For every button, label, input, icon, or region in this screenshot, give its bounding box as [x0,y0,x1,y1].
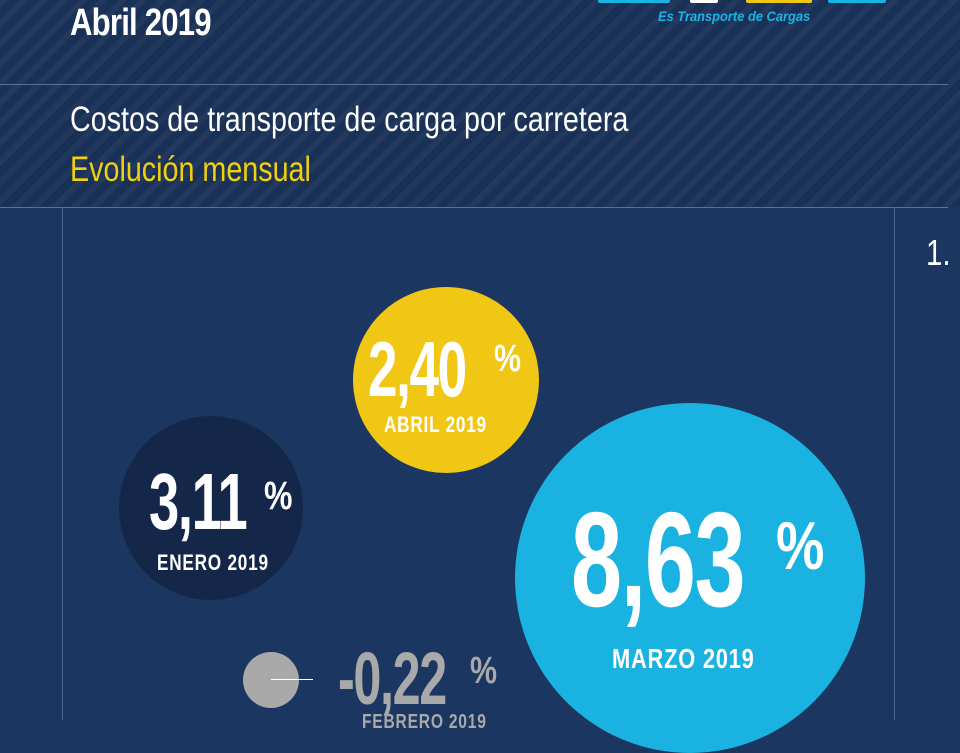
bubble-febrero-month: FEBRERO 2019 [362,711,487,733]
logo-bar-white [690,0,718,3]
brand-tagline: Es Transporte de Cargas [658,8,811,24]
bubble-febrero [243,652,299,708]
logo-bar-blue-2 [828,0,886,3]
brand-logo [598,0,888,4]
bubble-enero [119,416,303,600]
panel-border-left [62,208,63,720]
bubble-enero-value: 3,11 [149,457,248,546]
date-title: Abril 2019 [70,2,212,44]
section-divider [0,207,948,208]
bubble-abril-unit: % [494,338,522,380]
logo-bar-blue [598,0,670,3]
report-title: Costos de transporte de carga por carret… [70,100,629,139]
bubble-abril-month: ABRIL 2019 [384,412,487,437]
bubble-abril-value: 2,40 [368,325,467,413]
header-divider [0,84,948,85]
bubble-marzo-value: 8,63 [571,484,746,635]
report-subtitle: Evolución mensual [70,150,311,189]
side-section-number: 1. [926,232,951,273]
bubble-marzo [515,403,865,753]
bubble-febrero-value: -0,22 [338,637,447,720]
bubble-febrero-connector [271,679,313,680]
bubble-marzo-unit: % [776,508,825,584]
bubble-enero-unit: % [264,474,293,518]
bubble-marzo-month: MARZO 2019 [612,643,755,674]
bubble-abril [353,287,539,473]
bubble-enero-month: ENERO 2019 [157,550,269,575]
panel-border-right [894,208,895,720]
logo-bar-yellow [746,0,812,3]
bubble-febrero-unit: % [470,650,498,692]
header-banner: Abril 2019 Es Transporte de Cargas Costo… [0,0,960,207]
